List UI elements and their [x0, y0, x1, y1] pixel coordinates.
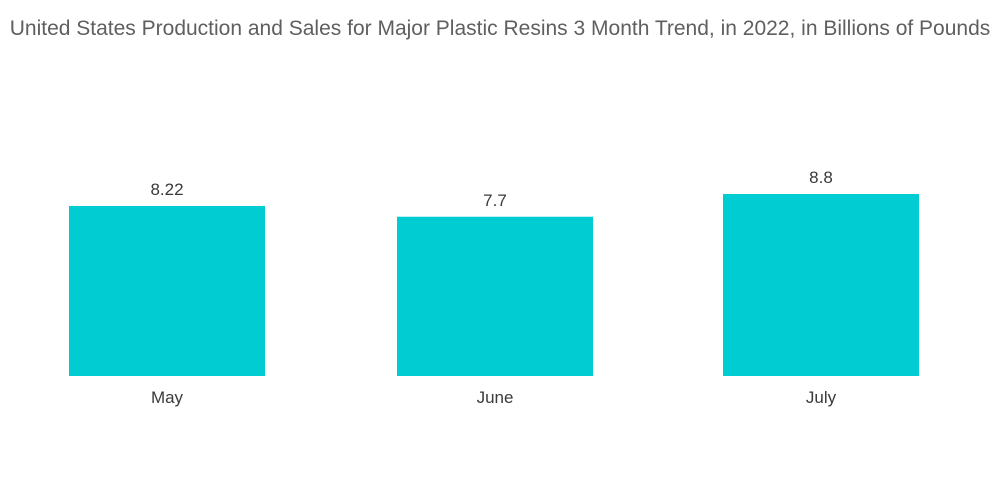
- bars-layer: [69, 194, 919, 376]
- data-label-may: 8.22: [150, 180, 183, 199]
- bar-may: [69, 205, 265, 376]
- data-label-june: 7.7: [483, 191, 507, 210]
- x-tick-label-may: May: [151, 388, 184, 407]
- chart-title: United States Production and Sales for M…: [9, 17, 991, 40]
- bar-june: [397, 216, 593, 376]
- x-tick-label-july: July: [806, 388, 837, 407]
- data-label-july: 8.8: [809, 168, 833, 187]
- bar-july: [723, 194, 919, 376]
- labels-layer: 8.22 May 7.7 June 8.8 July: [150, 168, 836, 407]
- x-tick-label-june: June: [477, 388, 514, 407]
